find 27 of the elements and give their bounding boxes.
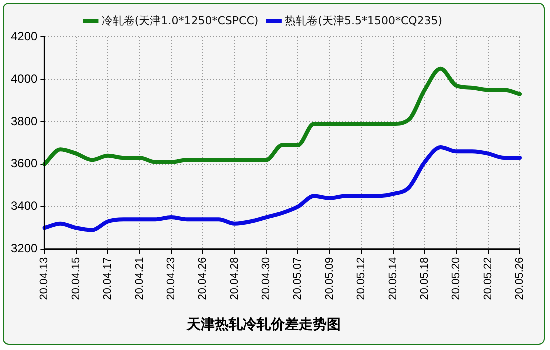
y-tick-label: 4200 (10, 29, 38, 44)
x-tick-label: 20.05.09 (324, 257, 336, 300)
x-tick-label: 20.04.21 (134, 257, 146, 300)
y-tick-label: 3200 (10, 242, 38, 256)
x-tick-label: 20.04.15 (70, 257, 82, 300)
legend-label: 热轧卷(天津5.5*1500*CQ235) (285, 14, 443, 28)
legend-label: 冷轧卷(天津1.0*1250*CSPCC) (102, 14, 259, 28)
text: 天津热轧冷轧价差走势图 (186, 317, 341, 334)
x-tick-label: 20.05.07 (292, 257, 304, 300)
x-tick-label: 20.04.17 (102, 257, 114, 300)
y-tick-label: 3600 (10, 156, 38, 171)
x-tick-label: 20.04.13 (38, 257, 51, 300)
x-tick-label: 20.04.30 (260, 257, 273, 300)
x-tick-label: 20.05.22 (482, 257, 494, 300)
x-tick-label: 20.05.14 (387, 257, 400, 300)
y-tick-label: 3400 (10, 199, 38, 214)
x-tick-label: 20.04.23 (165, 257, 178, 300)
x-tick-label: 20.04.26 (197, 257, 210, 300)
x-tick-label: 20.05.12 (356, 257, 368, 300)
x-tick-label: 20.05.26 (514, 257, 526, 300)
y-tick-label: 3800 (10, 114, 38, 128)
line-series (42, 145, 522, 232)
y-tick-label: 4000 (10, 72, 38, 86)
x-tick-label: 20.05.18 (418, 257, 431, 300)
line-series (42, 66, 522, 166)
x-tick-label: 20.05.20 (450, 257, 463, 300)
x-tick-label: 20.04.28 (228, 257, 241, 300)
